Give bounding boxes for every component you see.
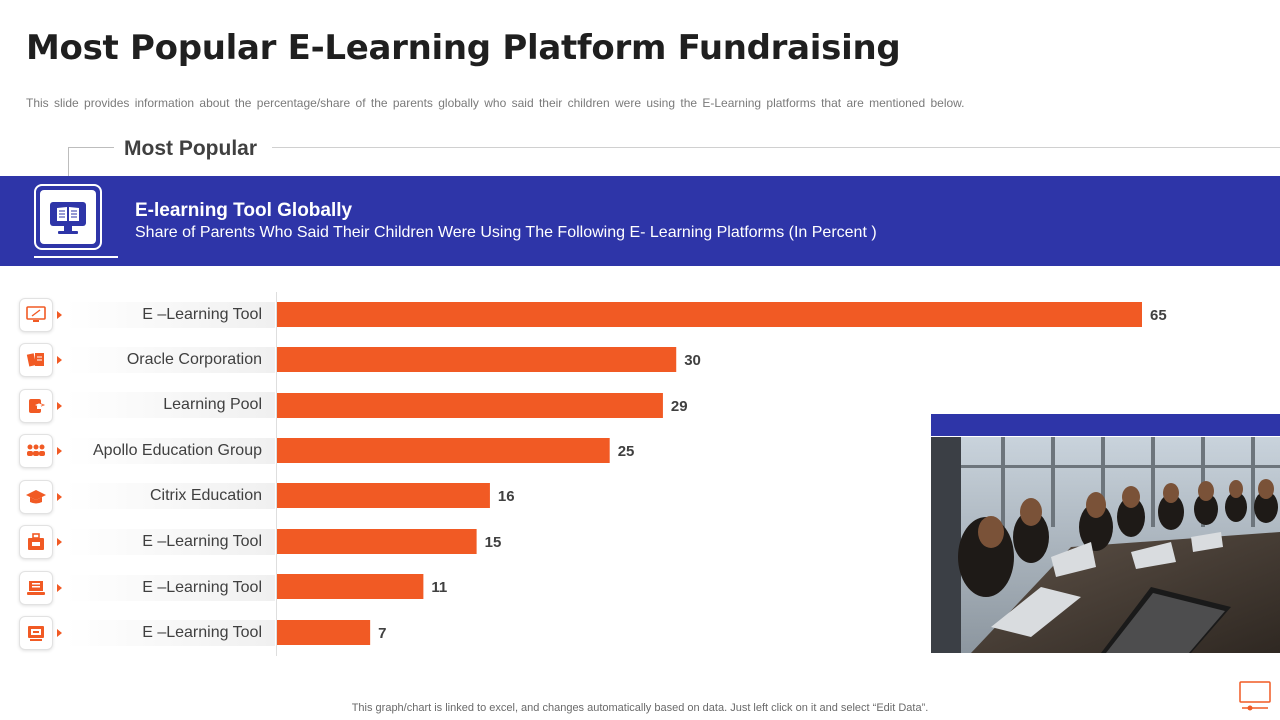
bar — [277, 302, 1142, 327]
photo-header-bar — [931, 414, 1280, 436]
bar — [277, 438, 610, 463]
row-caret — [57, 311, 62, 319]
category-label: E –Learning Tool — [142, 579, 262, 596]
ebook-monitor-icon — [50, 202, 86, 234]
data-label: 16 — [498, 488, 515, 505]
row-caret — [57, 493, 62, 501]
monitor-icon — [19, 298, 53, 332]
category-label: E –Learning Tool — [142, 306, 262, 323]
data-label: 30 — [684, 352, 701, 369]
row-label-background — [66, 438, 275, 464]
screen-icon — [19, 616, 53, 650]
data-label: 65 — [1150, 307, 1167, 324]
row-caret — [57, 447, 62, 455]
row-label-background — [66, 392, 275, 418]
books-icon — [19, 343, 53, 377]
row-caret — [57, 629, 62, 637]
graduation-cap-icon — [19, 480, 53, 514]
bar — [277, 574, 424, 599]
section-label: Most Popular — [124, 137, 258, 160]
chart-banner — [0, 176, 1280, 266]
category-label: E –Learning Tool — [142, 533, 262, 550]
category-label: Citrix Education — [149, 487, 262, 504]
connector-line — [68, 147, 114, 148]
banner-icon-underline — [34, 256, 118, 258]
group-icon — [19, 434, 53, 468]
edit-data-icon[interactable] — [1238, 680, 1272, 712]
data-label: 7 — [378, 625, 386, 642]
meeting-photo — [931, 437, 1280, 653]
category-label: Apollo Education Group — [93, 442, 262, 459]
data-label: 29 — [671, 398, 688, 415]
data-label: 15 — [485, 534, 502, 551]
row-caret — [57, 538, 62, 546]
row-label-background — [66, 575, 275, 601]
row-label-background — [66, 302, 275, 328]
category-label: Oracle Corporation — [126, 351, 262, 368]
bar — [277, 620, 371, 645]
banner-icon-box — [40, 190, 96, 244]
slide-title: Most Popular E-Learning Platform Fundrai… — [26, 28, 901, 68]
category-label: Learning Pool — [163, 396, 262, 413]
laptop-icon — [19, 571, 53, 605]
banner-subtitle: Share of Parents Who Said Their Children… — [135, 224, 877, 241]
row-caret — [57, 402, 62, 410]
row-label-background — [66, 347, 275, 373]
bar — [277, 483, 490, 508]
row-caret — [57, 584, 62, 592]
connector-line-vertical — [68, 147, 69, 187]
chart-axis — [276, 292, 277, 656]
bar — [277, 529, 477, 554]
bar — [277, 347, 677, 372]
banner-title: E-learning Tool Globally — [135, 200, 353, 221]
row-label-background — [66, 620, 275, 646]
bar — [277, 393, 663, 418]
data-label: 25 — [618, 443, 635, 460]
tablet-graduation-icon — [19, 389, 53, 423]
category-label: E –Learning Tool — [142, 624, 262, 641]
slide-subtitle: This slide provides information about th… — [26, 96, 965, 110]
data-label: 11 — [431, 579, 447, 596]
bag-icon — [19, 525, 53, 559]
section-divider — [272, 147, 1280, 148]
row-caret — [57, 356, 62, 364]
row-label-background — [66, 483, 275, 509]
footer-note: This graph/chart is linked to excel, and… — [351, 702, 929, 714]
row-label-background — [66, 529, 275, 555]
